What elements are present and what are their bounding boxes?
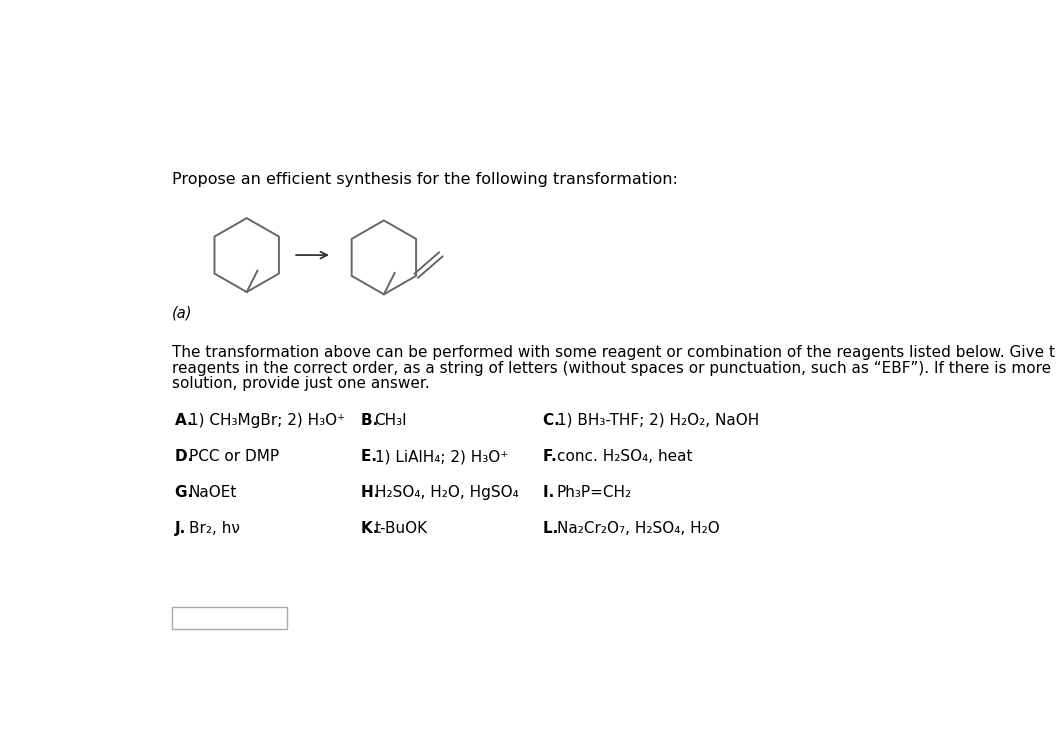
Text: t-BuOK: t-BuOK bbox=[375, 521, 428, 536]
Text: J.: J. bbox=[174, 521, 191, 536]
Text: (a): (a) bbox=[172, 305, 193, 320]
Text: E.: E. bbox=[361, 449, 382, 464]
Text: D.: D. bbox=[174, 449, 199, 464]
Text: reagents in the correct order, as a string of letters (without spaces or punctua: reagents in the correct order, as a stri… bbox=[172, 360, 1056, 375]
Text: H₂SO₄, H₂O, HgSO₄: H₂SO₄, H₂O, HgSO₄ bbox=[375, 486, 518, 501]
Text: F.: F. bbox=[543, 449, 562, 464]
Text: conc. H₂SO₄, heat: conc. H₂SO₄, heat bbox=[557, 449, 692, 464]
Text: CH₃I: CH₃I bbox=[375, 413, 408, 428]
Text: L.: L. bbox=[543, 521, 563, 536]
Text: K.: K. bbox=[361, 521, 383, 536]
Text: 1) LiAlH₄; 2) H₃O⁺: 1) LiAlH₄; 2) H₃O⁺ bbox=[375, 449, 508, 464]
Text: The transformation above can be performed with some reagent or combination of th: The transformation above can be performe… bbox=[172, 345, 1056, 360]
Text: H.: H. bbox=[361, 486, 384, 501]
Text: PCC or DMP: PCC or DMP bbox=[189, 449, 279, 464]
Text: 1) BH₃-THF; 2) H₂O₂, NaOH: 1) BH₃-THF; 2) H₂O₂, NaOH bbox=[557, 413, 759, 428]
Text: Ph₃P=CH₂: Ph₃P=CH₂ bbox=[557, 486, 631, 501]
Text: Propose an efficient synthesis for the following transformation:: Propose an efficient synthesis for the f… bbox=[172, 172, 678, 187]
Text: 1) CH₃MgBr; 2) H₃O⁺: 1) CH₃MgBr; 2) H₃O⁺ bbox=[189, 413, 344, 428]
Text: G.: G. bbox=[174, 486, 199, 501]
Text: solution, provide just one answer.: solution, provide just one answer. bbox=[172, 376, 430, 391]
Text: B.: B. bbox=[361, 413, 383, 428]
Text: Br₂, hν: Br₂, hν bbox=[189, 521, 240, 536]
Text: Na₂Cr₂O₇, H₂SO₄, H₂O: Na₂Cr₂O₇, H₂SO₄, H₂O bbox=[557, 521, 719, 536]
Text: A.: A. bbox=[174, 413, 197, 428]
Text: I.: I. bbox=[543, 486, 560, 501]
Text: NaOEt: NaOEt bbox=[189, 486, 237, 501]
FancyBboxPatch shape bbox=[172, 607, 287, 629]
Text: C.: C. bbox=[543, 413, 565, 428]
